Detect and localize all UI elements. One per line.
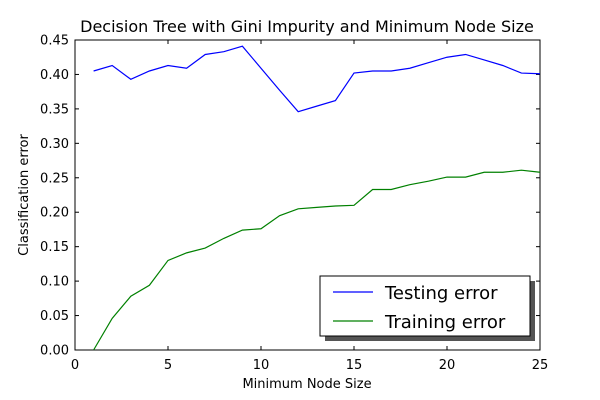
plot-area bbox=[74, 39, 541, 351]
y-tick-label: 0.30 bbox=[40, 137, 69, 152]
legend-label-training: Training error bbox=[384, 312, 506, 333]
x-tick-label: 15 bbox=[346, 358, 363, 373]
y-tick-label: 0.25 bbox=[40, 171, 69, 186]
chart-title: Decision Tree with Gini Impurity and Min… bbox=[80, 17, 534, 36]
x-tick-label: 20 bbox=[439, 358, 456, 373]
y-tick-label: 0.40 bbox=[40, 68, 69, 83]
x-axis: 0 5 10 15 20 25 bbox=[71, 40, 548, 373]
y-tick-label: 0.10 bbox=[40, 275, 69, 290]
legend: Testing error Training error bbox=[319, 275, 535, 341]
legend-box bbox=[319, 275, 531, 337]
y-axis-label: Classification error bbox=[17, 134, 32, 256]
plot-frame bbox=[74, 39, 541, 351]
x-tick-label: 25 bbox=[532, 358, 549, 373]
x-tick-label: 0 bbox=[71, 358, 79, 373]
series-line-training-error bbox=[93, 169, 541, 351]
x-axis-label: Minimum Node Size bbox=[242, 377, 371, 392]
series-line-testing-error bbox=[93, 45, 541, 113]
y-tick-label: 0.05 bbox=[40, 309, 69, 324]
x-tick-label: 5 bbox=[164, 358, 172, 373]
y-tick-label: 0.15 bbox=[40, 240, 69, 255]
y-tick-label: 0.00 bbox=[40, 344, 69, 359]
y-tick-label: 0.35 bbox=[40, 102, 69, 117]
x-tick-label: 10 bbox=[253, 358, 270, 373]
y-tick-label: 0.45 bbox=[40, 34, 69, 49]
series-lines bbox=[93, 45, 541, 351]
legend-label-testing: Testing error bbox=[384, 283, 498, 304]
y-axis: 0.00 0.05 0.10 0.15 0.20 0.25 0.30 0.35 0.40 0.45 bbox=[40, 34, 540, 359]
y-tick-label: 0.20 bbox=[40, 206, 69, 221]
